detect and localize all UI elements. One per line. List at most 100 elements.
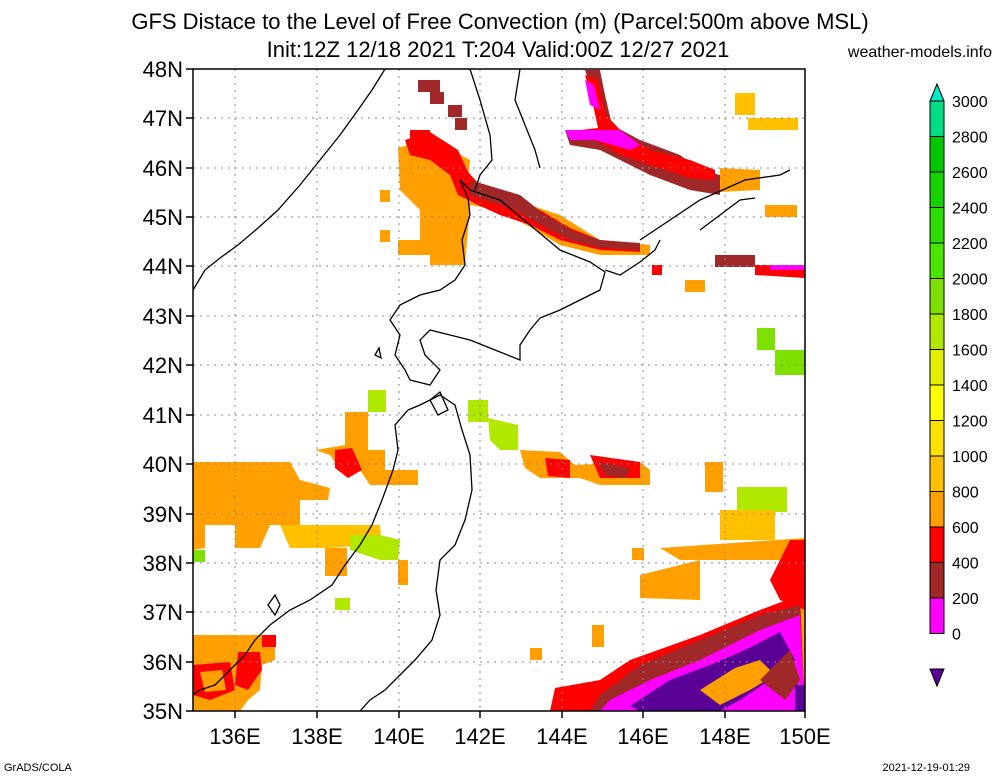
- colorbar-label: 2400: [952, 201, 988, 218]
- colorbar-segment: [929, 171, 945, 208]
- colorbar-label: 0: [952, 627, 961, 644]
- field-patch: [470, 180, 640, 250]
- lon-label: 146E: [617, 724, 668, 749]
- lon-label: 150E: [779, 724, 830, 749]
- colorbar-segment: [929, 455, 945, 492]
- footer-credit: GrADS/COLA: [4, 762, 72, 774]
- field-patch: [335, 448, 362, 478]
- field-patch: [193, 550, 205, 562]
- lon-label: 138E: [291, 724, 342, 749]
- chart-title: GFS Distace to the Level of Free Convect…: [131, 9, 869, 34]
- field-patch: [335, 598, 350, 610]
- field-patch: [410, 130, 430, 142]
- field-patch: [545, 458, 570, 478]
- field-patch: [700, 660, 775, 705]
- field-patch: [652, 265, 662, 275]
- lon-label: 142E: [454, 724, 505, 749]
- field-patch: [598, 462, 630, 478]
- field-patch: [565, 130, 640, 150]
- field-patch: [200, 670, 226, 692]
- field-patch: [585, 80, 600, 110]
- colorbar-label: 1400: [952, 378, 988, 395]
- colorbar-segment: [929, 313, 945, 350]
- colorbar-label: 2600: [952, 165, 988, 182]
- field-patch: [530, 648, 542, 660]
- field-patch: [235, 652, 262, 690]
- lat-label: 44N: [143, 254, 183, 279]
- field-patch: [398, 560, 408, 585]
- chart-subtitle: Init:12Z 12/18 2021 T:204 Valid:00Z 12/2…: [266, 37, 730, 62]
- field-patch: [795, 685, 805, 711]
- lon-labels: 136E 138E 140E 142E 144E 146E 148E 150E: [209, 724, 830, 749]
- axis-ticks: [186, 68, 806, 718]
- lon-label: 144E: [536, 724, 587, 749]
- colorbar-label: 1800: [952, 307, 988, 324]
- colorbar-label: 200: [952, 591, 979, 608]
- field-patch: [630, 632, 795, 711]
- colorbar-segment: [929, 242, 945, 279]
- field-patch: [455, 118, 467, 130]
- field-patch: [380, 190, 390, 202]
- colorbar-segment: [929, 526, 945, 563]
- colorbar-label: 400: [952, 556, 979, 573]
- field-patch: [430, 92, 444, 104]
- field-patch: [640, 560, 700, 600]
- colorbar-segment: [929, 491, 945, 528]
- field-patch: [737, 487, 787, 512]
- colorbar-label: 2000: [952, 272, 988, 289]
- field-patch: [315, 412, 418, 485]
- lat-label: 45N: [143, 205, 183, 230]
- lat-label: 43N: [143, 304, 183, 329]
- lon-label: 140E: [373, 724, 424, 749]
- plot-frame: [192, 68, 806, 712]
- colorbar-segment: [929, 597, 945, 634]
- lat-label: 39N: [143, 502, 183, 527]
- lat-label: 48N: [143, 57, 183, 82]
- lat-labels: 48N 47N 46N 45N 44N 43N 42N 41N 40N 39N …: [143, 57, 183, 724]
- colorbar-segment: [929, 278, 945, 315]
- lat-label: 46N: [143, 156, 183, 181]
- colorbar-segment: [929, 207, 945, 244]
- field-patch: [468, 400, 488, 422]
- colorbar-label: 800: [952, 485, 979, 502]
- colorbar-label: 2800: [952, 130, 988, 147]
- lon-label: 148E: [699, 724, 750, 749]
- colorbar-label: 1200: [952, 414, 988, 431]
- field-patch: [380, 230, 390, 242]
- field-patch: [685, 280, 705, 292]
- colorbar-segment: [929, 420, 945, 457]
- field-patch: [262, 635, 276, 647]
- field-patch: [488, 418, 518, 450]
- footer-timestamp: 2021-12-19-01:29: [882, 762, 970, 774]
- field-patch: [705, 462, 723, 492]
- coastlines: [193, 69, 791, 711]
- lfc-field: [193, 70, 805, 711]
- field-patch: [735, 93, 755, 115]
- lat-label: 37N: [143, 600, 183, 625]
- colorbar-segment: [929, 562, 945, 599]
- lat-label: 41N: [143, 403, 183, 428]
- colorbar-label: 1600: [952, 343, 988, 360]
- field-patch: [720, 510, 775, 540]
- lat-label: 47N: [143, 106, 183, 131]
- field-patch: [632, 548, 644, 560]
- lat-label: 42N: [143, 353, 183, 378]
- lat-label: 40N: [143, 452, 183, 477]
- lat-label: 38N: [143, 551, 183, 576]
- colorbar: 3000280026002400220020001800160014001200…: [929, 82, 988, 688]
- lat-label: 35N: [143, 699, 183, 724]
- field-patch: [765, 205, 797, 217]
- colorbar-segment: [929, 349, 945, 386]
- site-credit: weather-models.info: [847, 44, 992, 61]
- lat-label: 36N: [143, 650, 183, 675]
- field-patch: [418, 80, 440, 92]
- field-patch: [775, 350, 805, 375]
- colorbar-label: 3000: [952, 94, 988, 111]
- colorbar-label: 1000: [952, 449, 988, 466]
- colorbar-segment: [929, 100, 945, 137]
- triangle-down-icon: [929, 668, 945, 688]
- field-patch: [770, 540, 805, 610]
- triangle-up-icon: [929, 82, 945, 102]
- field-patch: [592, 625, 604, 647]
